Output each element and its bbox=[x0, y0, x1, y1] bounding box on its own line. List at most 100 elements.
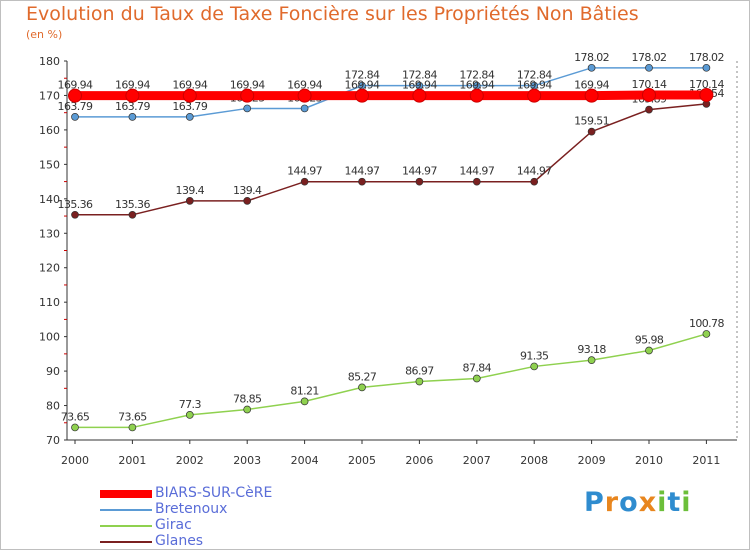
data-label: 178.02 bbox=[632, 51, 667, 64]
y-tick-label: 150 bbox=[39, 158, 60, 171]
data-point bbox=[71, 113, 79, 121]
data-label: 144.97 bbox=[459, 165, 494, 178]
y-tick-label: 70 bbox=[46, 434, 60, 447]
data-point bbox=[358, 383, 366, 392]
data-point bbox=[185, 197, 194, 205]
logo-letter: P bbox=[584, 487, 605, 518]
legend-label-bretenoux: Bretenoux bbox=[155, 501, 228, 517]
data-label: 178.02 bbox=[574, 51, 609, 64]
series-line-2 bbox=[75, 333, 707, 429]
y-tick-label: 110 bbox=[39, 296, 60, 309]
data-label: 95.98 bbox=[635, 333, 664, 346]
data-point bbox=[645, 346, 653, 355]
data-point bbox=[472, 177, 481, 186]
data-point bbox=[645, 105, 653, 114]
y-tick-label: 170 bbox=[39, 89, 60, 102]
data-label: 73.65 bbox=[61, 410, 90, 423]
data-point bbox=[185, 113, 194, 121]
data-point bbox=[125, 88, 140, 103]
chart-title: Evolution du Taux de Taxe Foncière sur l… bbox=[26, 3, 639, 25]
data-point bbox=[128, 210, 137, 219]
legend-swatch-girac bbox=[100, 525, 152, 527]
data-point bbox=[243, 104, 252, 113]
data-point bbox=[300, 177, 309, 186]
legend-item-bretenoux: Bretenoux bbox=[100, 501, 340, 518]
data-point bbox=[645, 63, 653, 72]
data-label: 144.97 bbox=[345, 165, 380, 178]
data-label: 172.84 bbox=[517, 69, 552, 82]
y-tick-label: 160 bbox=[39, 124, 60, 137]
data-label: 81.21 bbox=[290, 384, 319, 397]
data-label: 85.27 bbox=[348, 370, 377, 383]
y-tick-label: 140 bbox=[39, 193, 60, 206]
x-tick-label: 2000 bbox=[61, 454, 89, 467]
data-label: 169.94 bbox=[459, 79, 494, 92]
data-point bbox=[699, 87, 714, 102]
data-label: 144.97 bbox=[517, 165, 552, 178]
y-tick-label: 120 bbox=[39, 262, 60, 275]
legend-label-girac: Girac bbox=[155, 517, 192, 533]
data-label: 169.94 bbox=[517, 79, 552, 92]
data-label: 163.79 bbox=[172, 100, 207, 113]
data-point bbox=[243, 197, 252, 205]
data-point bbox=[412, 88, 427, 103]
data-point bbox=[415, 177, 424, 186]
data-point bbox=[642, 87, 656, 102]
data-label: 73.65 bbox=[118, 410, 147, 423]
data-point bbox=[128, 113, 137, 121]
data-label: 172.84 bbox=[459, 69, 494, 82]
data-point bbox=[530, 177, 539, 186]
x-tick-label: 2003 bbox=[233, 454, 261, 467]
logo-letter: t bbox=[667, 487, 682, 518]
data-label: 86.97 bbox=[405, 365, 434, 378]
data-label: 169.94 bbox=[172, 79, 207, 92]
data-point bbox=[415, 377, 424, 386]
data-point bbox=[469, 88, 484, 103]
data-point bbox=[587, 127, 596, 136]
x-tick-label: 2011 bbox=[692, 454, 720, 467]
data-label: 139.4 bbox=[176, 184, 205, 197]
data-label: 169.94 bbox=[230, 79, 265, 92]
x-tick-label: 2006 bbox=[405, 454, 433, 467]
data-point bbox=[527, 88, 542, 103]
data-label: 144.97 bbox=[287, 165, 322, 178]
data-label: 169.94 bbox=[58, 79, 93, 92]
y-tick-label: 90 bbox=[46, 365, 60, 378]
legend-item-girac: Girac bbox=[100, 517, 340, 534]
data-label: 178.02 bbox=[689, 51, 724, 64]
data-label: 172.84 bbox=[345, 69, 380, 82]
data-label: 144.97 bbox=[402, 165, 437, 178]
data-point bbox=[243, 405, 252, 414]
data-point bbox=[472, 374, 481, 383]
data-point bbox=[587, 63, 596, 72]
series-line-0 bbox=[75, 90, 707, 101]
data-label: 169.94 bbox=[574, 79, 609, 92]
logo-letter: r bbox=[604, 487, 620, 518]
data-label: 135.36 bbox=[58, 198, 93, 211]
data-point bbox=[128, 423, 137, 432]
x-tick-label: 2002 bbox=[176, 454, 204, 467]
y-tick-label: 180 bbox=[39, 55, 60, 68]
y-tick-label: 100 bbox=[39, 331, 60, 344]
series-line-3 bbox=[75, 103, 707, 216]
data-label: 170.14 bbox=[689, 78, 724, 91]
data-label: 163.79 bbox=[58, 100, 93, 113]
data-label: 91.35 bbox=[520, 349, 549, 362]
logo-letter: x bbox=[638, 487, 658, 518]
data-label: 170.14 bbox=[632, 78, 667, 91]
y-tick-label: 80 bbox=[46, 400, 60, 413]
data-label: 135.36 bbox=[115, 198, 150, 211]
legend-swatch-biars bbox=[100, 490, 152, 498]
data-point bbox=[297, 88, 312, 103]
data-point bbox=[702, 63, 711, 72]
data-point bbox=[358, 177, 366, 186]
data-point bbox=[71, 210, 79, 219]
x-tick-label: 2008 bbox=[520, 454, 548, 467]
x-tick-label: 2010 bbox=[635, 454, 663, 467]
data-point bbox=[587, 356, 596, 364]
x-tick-label: 2004 bbox=[291, 454, 319, 467]
data-point bbox=[584, 88, 599, 103]
data-label: 163.79 bbox=[115, 100, 150, 113]
legend-item-biars: BIARS-SUR-CèRE bbox=[100, 485, 340, 502]
